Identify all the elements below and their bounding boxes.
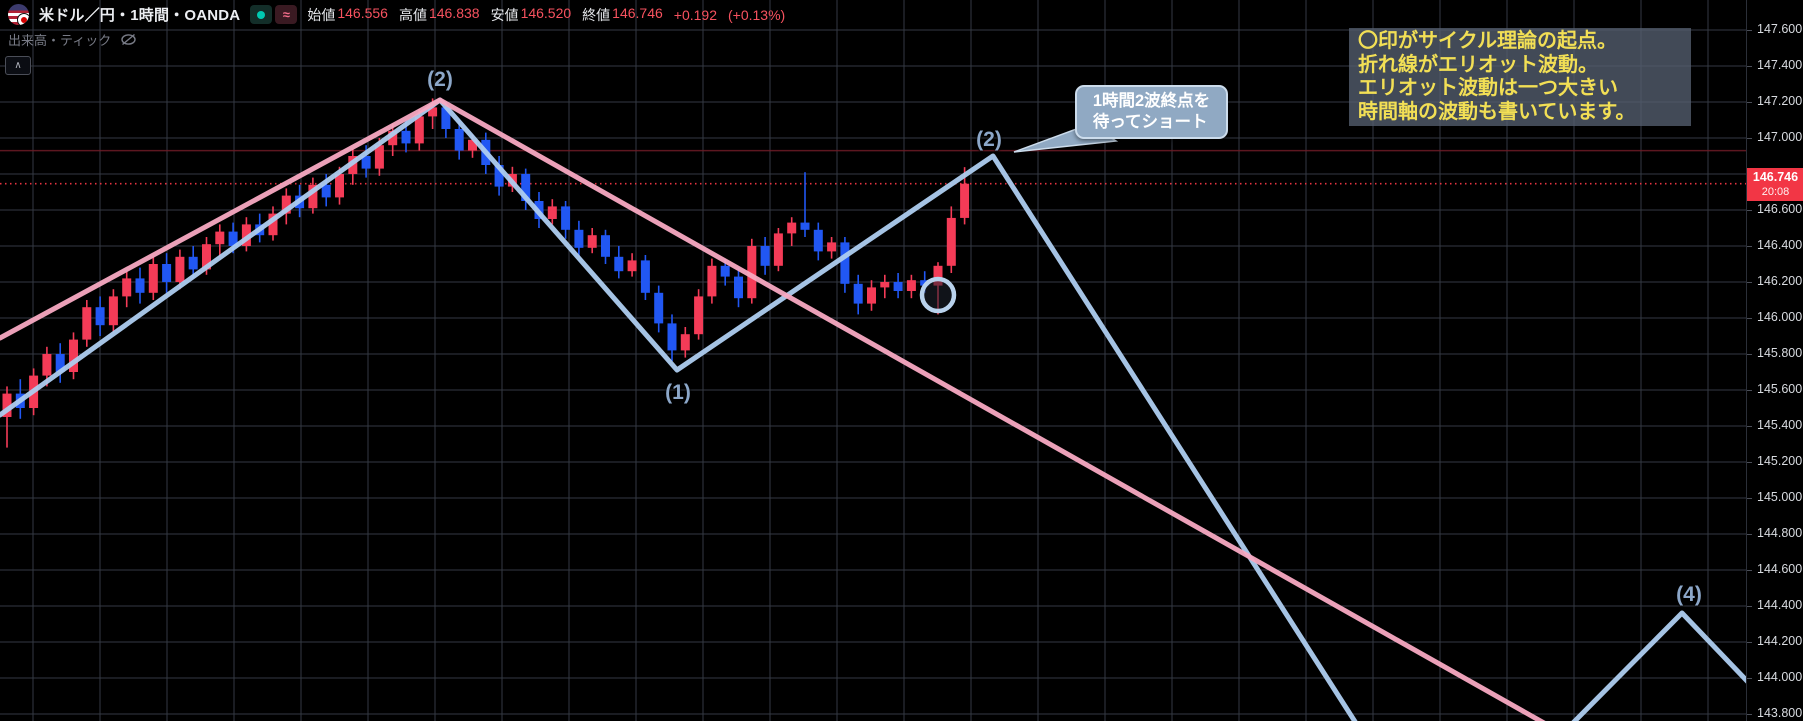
- axis-tick-label: 145.200: [1757, 454, 1803, 468]
- axis-tick-mark: [1747, 389, 1752, 391]
- low-label: 安値: [490, 6, 519, 23]
- axis-tick-label: 145.000: [1757, 490, 1803, 504]
- eye-hidden-icon[interactable]: [120, 33, 137, 46]
- low-value: 146.520: [520, 4, 572, 21]
- axis-tick-label: 145.800: [1757, 346, 1803, 360]
- axis-tick-label: 147.600: [1757, 22, 1803, 36]
- axis-tick-label: 146.000: [1757, 310, 1803, 324]
- close-readout: 終値 146.746: [582, 5, 663, 25]
- axis-tick-mark: [1747, 245, 1752, 247]
- axis-tick-mark: [1747, 353, 1752, 355]
- change-value: +0.192: [673, 6, 717, 23]
- change-percent: (+0.13%): [728, 6, 786, 23]
- axis-tick-label: 145.600: [1757, 382, 1803, 396]
- axis-tick-mark: [1747, 65, 1752, 67]
- axis-tick-mark: [1747, 137, 1752, 139]
- market-status-icon[interactable]: [250, 5, 273, 24]
- wave-point-label[interactable]: (4): [1676, 583, 1702, 606]
- status-badges: ≈: [250, 5, 298, 24]
- axis-tick-mark: [1747, 461, 1752, 463]
- short-entry-callout[interactable]: 1時間2波終点を 待ってショート: [1075, 85, 1228, 139]
- axis-tick-label: 146.600: [1757, 202, 1803, 216]
- chart-legend: 米ドル／円・1時間・OANDA ≈ 始値 146.556 高値 146.838 …: [8, 4, 785, 25]
- axis-tick-mark: [1747, 569, 1752, 571]
- cycle-theory-note[interactable]: 〇印がサイクル理論の起点。 折れ線がエリオット波動。 エリオット波動は一つ大きい…: [1349, 28, 1691, 126]
- axis-tick-label: 144.600: [1757, 562, 1803, 576]
- axis-tick-mark: [1747, 209, 1752, 211]
- current-price-tag: 146.746 20:08: [1747, 168, 1803, 201]
- wave-point-label[interactable]: (2): [976, 128, 1002, 151]
- wave-point-label[interactable]: (1): [665, 381, 691, 404]
- current-price-time: 20:08: [1761, 185, 1790, 198]
- axis-tick-label: 144.000: [1757, 670, 1803, 684]
- axis-tick-label: 147.400: [1757, 58, 1803, 72]
- axis-tick-mark: [1747, 29, 1752, 31]
- low-readout: 安値 146.520: [491, 5, 572, 25]
- close-value: 146.746: [612, 4, 663, 21]
- axis-tick-mark: [1747, 281, 1752, 283]
- indicator-legend: 出来高・ティック: [8, 30, 137, 49]
- volume-indicator-label[interactable]: 出来高・ティック: [8, 33, 112, 48]
- axis-tick-label: 145.400: [1757, 418, 1803, 432]
- high-value: 146.838: [428, 4, 480, 21]
- axis-tick-mark: [1747, 425, 1752, 427]
- open-readout: 始値 146.556: [307, 5, 388, 25]
- axis-tick-mark: [1747, 533, 1752, 535]
- wave-point-label[interactable]: (2): [427, 68, 453, 91]
- pane-collapse-button[interactable]: ∧: [5, 56, 31, 75]
- axis-tick-mark: [1747, 101, 1752, 103]
- axis-tick-label: 147.200: [1757, 94, 1803, 108]
- axis-tick-mark: [1747, 713, 1752, 715]
- axis-tick-mark: [1747, 605, 1752, 607]
- axis-tick-label: 146.400: [1757, 238, 1803, 252]
- axis-tick-label: 147.000: [1757, 130, 1803, 144]
- symbol-title[interactable]: 米ドル／円・1時間・OANDA: [39, 7, 241, 24]
- open-value: 146.556: [337, 4, 388, 21]
- axis-tick-mark: [1747, 317, 1752, 319]
- axis-tick-mark: [1747, 497, 1752, 499]
- axis-tick-label: 144.400: [1757, 598, 1803, 612]
- axis-tick-label: 143.800: [1757, 706, 1803, 720]
- high-label: 高値: [398, 6, 427, 23]
- axis-tick-label: 144.200: [1757, 634, 1803, 648]
- ohlc-readout: 始値 146.556 高値 146.838 安値 146.520 終値 146.…: [307, 5, 785, 25]
- axis-tick-label: 144.800: [1757, 526, 1803, 540]
- axis-tick-label: 146.200: [1757, 274, 1803, 288]
- axis-tick-mark: [1747, 677, 1752, 679]
- high-readout: 高値 146.838: [399, 5, 480, 25]
- data-mode-icon[interactable]: ≈: [275, 5, 298, 24]
- close-label: 終値: [582, 6, 611, 23]
- axis-tick-mark: [1747, 641, 1752, 643]
- wave-labels-layer: (2) (1) (2) (4): [427, 68, 1702, 606]
- price-axis[interactable]: 147.600147.400147.200147.000146.800146.6…: [1746, 0, 1803, 721]
- open-label: 始値: [307, 6, 336, 23]
- usdjpy-pair-flag-icon: [8, 4, 29, 25]
- current-price-value: 146.746: [1752, 170, 1799, 184]
